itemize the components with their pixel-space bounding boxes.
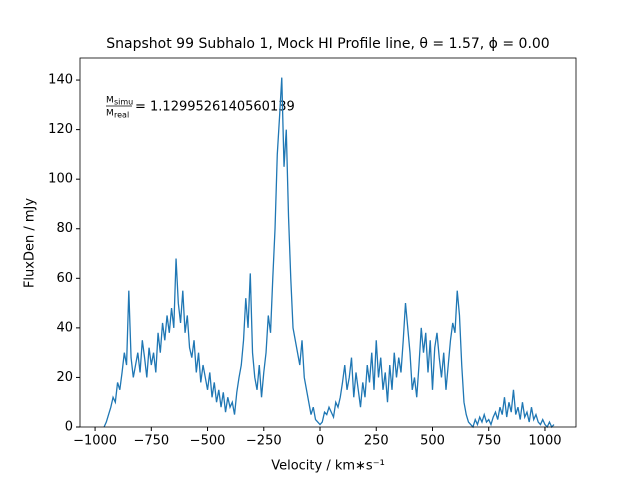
x-axis-label: Velocity / km∗s⁻¹ <box>271 459 385 474</box>
y-tick-label: 20 <box>56 370 73 385</box>
y-tick-label: 80 <box>56 221 73 236</box>
x-tick-label: −1000 <box>73 434 117 449</box>
annotation-text: = 1.1299526140560139 <box>135 100 295 115</box>
y-tick-label: 40 <box>56 320 73 335</box>
chart-title: Snapshot 99 Subhalo 1, Mock HI Profile l… <box>106 36 549 52</box>
y-tick-label: 140 <box>48 73 73 88</box>
x-tick-label: −500 <box>190 434 226 449</box>
y-tick-label: 120 <box>48 122 73 137</box>
annotation-den-sub: real <box>114 111 129 120</box>
annotation-num: M <box>106 96 114 106</box>
y-tick-label: 0 <box>65 420 73 435</box>
annotation: M simu M real = 1.1299526140560139 <box>106 96 295 120</box>
data-line <box>103 77 555 429</box>
x-tick-label: 500 <box>420 434 445 449</box>
x-tick-label: 0 <box>316 434 324 449</box>
y-tick-label: 60 <box>56 271 73 286</box>
annotation-den: M <box>106 109 114 119</box>
plot-frame <box>79 57 577 428</box>
x-tick-label: 1000 <box>528 434 561 449</box>
x-tick-label: −750 <box>133 434 169 449</box>
annotation-num-sub: simu <box>114 98 133 107</box>
y-axis-label: FluxDen / mJy <box>23 198 38 288</box>
x-tick-label: 250 <box>364 434 389 449</box>
x-tick-label: 750 <box>476 434 501 449</box>
x-tick-label: −250 <box>246 434 282 449</box>
y-tick-label: 100 <box>48 172 73 187</box>
